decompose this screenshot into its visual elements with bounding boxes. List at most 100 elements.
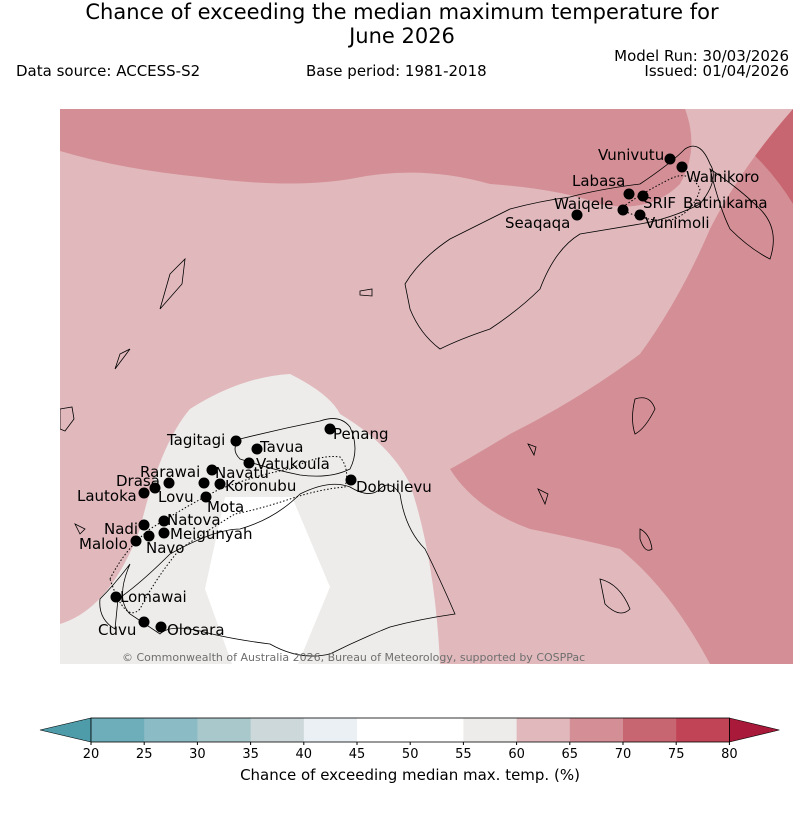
label-lomawai: Lomawai: [120, 588, 187, 606]
label-cuvu: Cuvu: [98, 621, 136, 639]
label-lautoka: Lautoka: [77, 487, 137, 505]
label-vunimoli: Vunimoli: [645, 214, 710, 232]
label-drasa: Drasa: [116, 472, 160, 490]
label-waiqele: Waiqele: [554, 195, 613, 213]
station-marker-olosara[interactable]: [155, 621, 167, 633]
station-marker-srif[interactable]: [637, 190, 649, 202]
island-3: [639, 528, 653, 551]
northern-division: [619, 175, 701, 221]
station-marker-lautoka[interactable]: [138, 487, 150, 499]
colorbar-label: Chance of exceeding median max. temp. (%…: [240, 766, 580, 784]
colorbar-tick-label: 45: [349, 747, 366, 762]
colorbar-tick-label: 20: [83, 747, 100, 762]
station-marker-seaqaqa[interactable]: [571, 209, 583, 221]
colorbar-swatch: [303, 718, 358, 742]
colorbar-under-arrow: [39, 717, 92, 743]
station-marker-rarawai-2[interactable]: [163, 477, 175, 489]
label-tavua: Tavua: [259, 438, 303, 456]
island-5: [537, 488, 549, 506]
colorbar-tick-label: 60: [508, 747, 525, 762]
label-navo: Navo: [146, 539, 184, 557]
colorbar-swatch: [463, 718, 518, 742]
colorbar-swatch: [91, 718, 145, 742]
copyright-notice: © Commonwealth of Australia 2026, Bureau…: [122, 651, 585, 664]
station-marker-meigunyah[interactable]: [158, 527, 170, 539]
station-marker-lomawai[interactable]: [110, 591, 122, 603]
label-wainikoro: Wainikoro: [686, 168, 759, 186]
station-marker-dobuilevu[interactable]: [345, 474, 357, 486]
label-batinikama: Batinikama: [683, 194, 768, 212]
island-9: [74, 523, 86, 535]
station-marker-vunivutu[interactable]: [664, 153, 676, 165]
issued-date: Issued: 01/04/2026: [644, 62, 789, 80]
station-marker-navo[interactable]: [143, 530, 155, 542]
label-vunivutu: Vunivutu: [598, 146, 664, 164]
colorbar-swatch: [144, 718, 198, 742]
colorbar-tick-label: 55: [455, 747, 472, 762]
station-marker-tagitagi[interactable]: [230, 435, 242, 447]
station-marker-vatukoula[interactable]: [243, 457, 255, 469]
island-8: [114, 348, 131, 370]
colorbar-swatch: [569, 718, 624, 742]
title-line-1: Chance of exceeding the median maximum t…: [85, 0, 719, 24]
western-division: [109, 456, 348, 614]
station-marker-cuvu[interactable]: [138, 616, 150, 628]
station-marker-waiqele[interactable]: [617, 204, 629, 216]
island-6: [527, 443, 537, 457]
colorbar-swatch: [250, 718, 305, 742]
station-marker-rarawai[interactable]: [206, 464, 218, 476]
island-2: [599, 578, 631, 614]
station-marker-vunimoli[interactable]: [634, 209, 646, 221]
vanua-levu-coast: [404, 145, 714, 350]
colorbar-tick-label: 80: [721, 747, 738, 762]
label-rarawai: Rarawai: [140, 463, 200, 481]
label-srif: SRIF: [643, 194, 676, 212]
colorbar-swatch: [357, 718, 411, 742]
colorbar-over-arrow: [729, 717, 780, 743]
label-mota: Mota: [207, 498, 244, 516]
taveuni-coast: [709, 168, 774, 260]
station-marker-nadi[interactable]: [138, 519, 150, 531]
station-marker-navatu[interactable]: [198, 477, 210, 489]
region-50-55: [205, 497, 330, 664]
label-natova: Natova: [167, 511, 221, 529]
station-marker-tavua[interactable]: [251, 443, 263, 455]
station-marker-labasa[interactable]: [623, 188, 635, 200]
label-meigunyah: Meigunyah: [170, 525, 252, 543]
colorbar-svg: 20 25 30 35 40 45 50 55 60 65 70 75 80: [39, 717, 780, 762]
colorbar-tick-label: 40: [296, 747, 313, 762]
colorbar-swatch: [197, 718, 252, 742]
title-line-2: June 2026: [349, 24, 455, 48]
station-marker-koronubu[interactable]: [214, 478, 226, 490]
viti-levu-north-coast: [234, 418, 356, 477]
station-marker-natova[interactable]: [158, 515, 170, 527]
model-run: Model Run: 30/03/2026: [614, 47, 789, 65]
station-marker-penang[interactable]: [324, 423, 336, 435]
map-title: Chance of exceeding the median maximum t…: [0, 0, 804, 48]
island-4: [359, 288, 373, 297]
label-navatu: Navatu: [215, 464, 269, 482]
data-source: Data source: ACCESS-S2: [16, 62, 201, 80]
colorbar-tick-label: 70: [615, 747, 632, 762]
island-1: [632, 397, 656, 435]
base-period: Base period: 1981-2018: [306, 62, 487, 80]
station-markers: [110, 153, 688, 633]
map-svg: Vunivutu Wainikoro Labasa Waiqele SRIF B…: [60, 109, 793, 664]
label-labasa: Labasa: [572, 172, 625, 190]
station-marker-wainikoro[interactable]: [676, 161, 688, 173]
map-panel: Vunivutu Wainikoro Labasa Waiqele SRIF B…: [60, 109, 793, 664]
yasawa-islands: [159, 257, 186, 310]
colorbar-tick-label: 30: [189, 747, 206, 762]
colorbar-swatch: [676, 718, 730, 742]
colorbar-swatch: [623, 718, 677, 742]
label-lovu: Lovu: [158, 488, 194, 506]
label-nadi: Nadi: [104, 520, 138, 538]
label-dobuilevu: Dobuilevu: [356, 478, 432, 496]
station-marker-malolo[interactable]: [130, 535, 142, 547]
label-koronubu: Koronubu: [225, 477, 296, 495]
colorbar: 20 25 30 35 40 45 50 55 60 65 70 75 80: [38, 715, 782, 767]
station-marker-mota[interactable]: [200, 491, 212, 503]
station-marker-drasa[interactable]: [149, 482, 161, 494]
label-vatukoula: Vatukoula: [256, 455, 330, 473]
label-seaqaqa: Seaqaqa: [505, 214, 570, 232]
